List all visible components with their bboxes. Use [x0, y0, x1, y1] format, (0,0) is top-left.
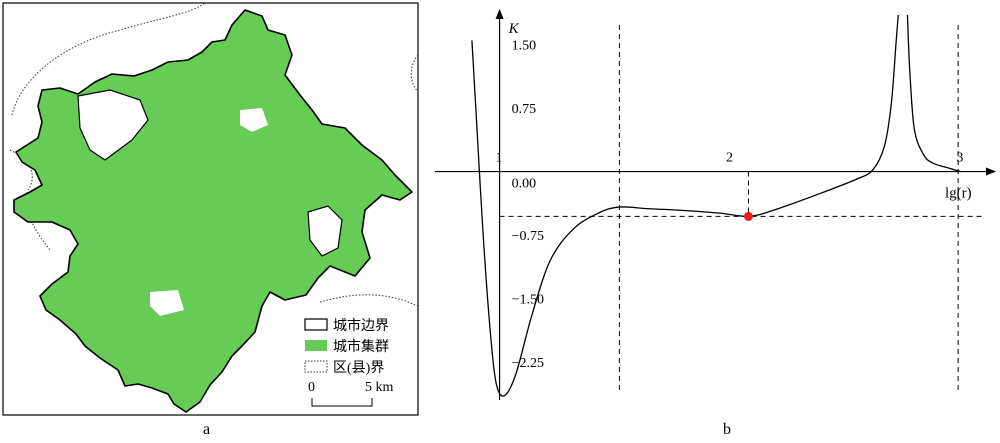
district-boundary-west [9, 149, 51, 251]
y-tick-labels: 1.50 0.75 0.00 −0.75 −1.50 −2.25 [512, 39, 544, 371]
k-minimum-point [743, 211, 753, 221]
y-tick-label: 0.75 [512, 102, 536, 117]
x-tick-label: 2 [726, 151, 733, 166]
y-axis-label: K [508, 21, 520, 37]
panel-b-label: b [723, 421, 731, 438]
map-svg: 城市边界 城市集群 区(县)界 0 5 km a [2, 2, 419, 438]
urban-cluster-gap-central [240, 108, 268, 132]
axes [435, 9, 996, 400]
district-boundary-east [410, 54, 419, 93]
y-tick-label: −1.50 [512, 292, 544, 307]
legend-label-city-boundary: 城市边界 [333, 317, 389, 334]
x-axis-label: lg(r) [945, 186, 972, 202]
map-panel: 城市边界 城市集群 区(县)界 0 5 km a [0, 0, 430, 438]
legend-swatch-district-boundary [304, 360, 328, 373]
y-tick-label: 1.50 [512, 39, 536, 54]
reference-lines [499, 25, 985, 390]
x-tick-labels: 1 2 3 [496, 151, 964, 166]
legend-swatch-urban-cluster [305, 340, 327, 351]
y-tick-label: 0.00 [512, 177, 536, 192]
map-legend: 城市边界 城市集群 区(县)界 0 5 km [304, 317, 394, 407]
legend-swatch-city-boundary [304, 318, 328, 331]
y-tick-label: −2.25 [512, 356, 544, 371]
x-tick-label: 3 [956, 151, 963, 166]
district-boundary-south [319, 294, 419, 307]
scale-bar [311, 398, 373, 407]
urban-cluster-gap-east [307, 205, 343, 257]
district-boundary-north [11, 2, 206, 116]
legend-label-district-boundary: 区(县)界 [333, 360, 384, 376]
k-curve [471, 14, 961, 397]
legend-label-urban-cluster: 城市集群 [333, 338, 389, 355]
y-tick-label: −0.75 [512, 229, 544, 244]
k-curve-segment-1 [471, 14, 899, 397]
x-axis-arrow [986, 167, 996, 176]
scale-bar-start-label: 0 [308, 380, 315, 395]
k-curve-segment-2 [906, 14, 961, 173]
y-axis-arrow [495, 9, 504, 19]
urban-cluster-gap-south [150, 290, 184, 316]
scale-bar-end-label: 5 km [365, 380, 394, 395]
urban-cluster-gap-north [77, 89, 149, 161]
panel-a-label: a [203, 421, 210, 438]
x-tick-label: 1 [496, 151, 503, 166]
